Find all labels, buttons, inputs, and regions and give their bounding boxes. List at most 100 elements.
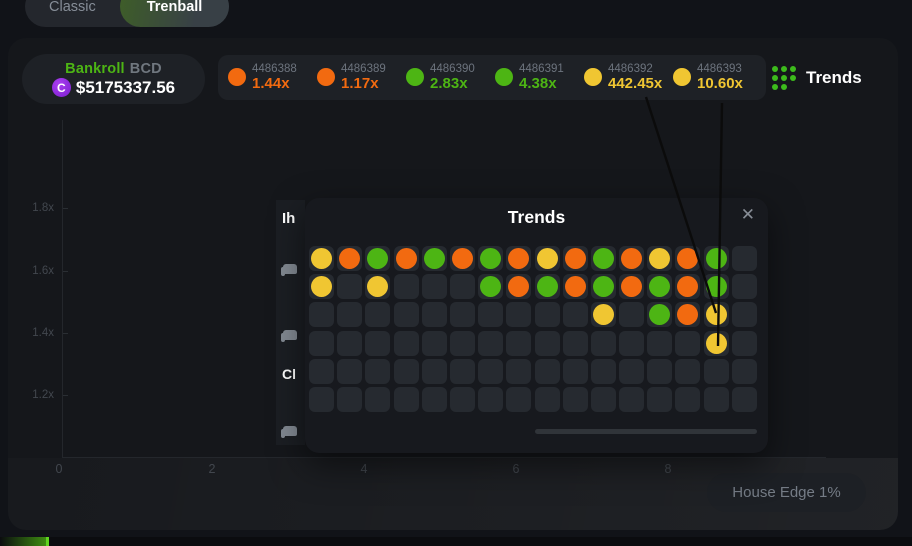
house-edge-button[interactable]: House Edge 1% bbox=[707, 473, 866, 512]
trend-cell bbox=[590, 274, 616, 300]
trend-cell bbox=[337, 386, 363, 412]
trend-cell bbox=[365, 358, 391, 384]
trend-dot-orange bbox=[508, 248, 530, 269]
trend-cell bbox=[562, 302, 588, 328]
trend-cell bbox=[506, 358, 532, 384]
trend-cell bbox=[365, 246, 391, 271]
trend-cell bbox=[506, 274, 532, 300]
trend-cell bbox=[647, 246, 673, 271]
trend-cell bbox=[309, 246, 334, 271]
trend-cell bbox=[647, 330, 673, 356]
trend-cell bbox=[731, 358, 757, 384]
trend-cell bbox=[590, 330, 616, 356]
trend-cell bbox=[731, 302, 757, 328]
trend-cell bbox=[731, 386, 757, 412]
result-item[interactable]: 4486392 442.45x bbox=[584, 63, 673, 93]
bankroll-label: Bankroll bbox=[65, 60, 125, 77]
result-game-id: 4486392 bbox=[608, 62, 653, 75]
trend-cell bbox=[675, 274, 701, 300]
result-item[interactable]: 4486388 1.44x bbox=[228, 63, 317, 93]
bankroll-header: Bankroll BCD bbox=[65, 61, 162, 77]
trends-modal-title: Trends bbox=[507, 207, 566, 227]
trend-dot-yellow bbox=[592, 304, 614, 326]
trend-dot-yellow bbox=[536, 248, 558, 269]
trend-cell bbox=[731, 246, 757, 271]
trend-dot-green bbox=[592, 276, 614, 298]
bankroll-amount-row: C $5175337.56 bbox=[51, 77, 176, 98]
round-progress-bar bbox=[0, 537, 912, 546]
trend-cell bbox=[590, 386, 616, 412]
result-multiplier: 1.44x bbox=[252, 74, 290, 92]
result-item[interactable]: 4486393 10.60x bbox=[673, 63, 762, 93]
trend-cell bbox=[534, 274, 560, 300]
trend-cell bbox=[534, 330, 560, 356]
trend-cell bbox=[590, 302, 616, 328]
trend-dot-yellow bbox=[705, 304, 727, 326]
trend-cell bbox=[506, 386, 532, 412]
y-axis-tick-mark bbox=[63, 208, 68, 209]
trend-cell bbox=[393, 386, 419, 412]
trends-modal: Trends ✕ bbox=[305, 198, 768, 453]
result-item[interactable]: 4486390 2.83x bbox=[406, 63, 495, 93]
tab-trenball-label: Trenball bbox=[146, 0, 203, 15]
trend-cell bbox=[393, 302, 419, 328]
bcd-coin-icon: C bbox=[51, 78, 71, 97]
result-game-id: 4486390 bbox=[430, 62, 475, 75]
trend-dot-green bbox=[592, 248, 614, 269]
y-axis-tick-mark bbox=[63, 271, 68, 272]
trend-cell bbox=[534, 246, 560, 271]
trend-cell bbox=[309, 386, 334, 412]
result-dot-icon bbox=[317, 68, 335, 87]
trend-cell bbox=[675, 246, 701, 271]
bet-icon bbox=[281, 426, 297, 438]
trends-button[interactable]: Trends bbox=[772, 60, 862, 96]
trend-cell bbox=[619, 302, 645, 328]
trend-cell bbox=[478, 246, 504, 271]
trend-cell bbox=[393, 330, 419, 356]
trend-cell bbox=[619, 246, 645, 271]
y-axis-tick-label: 1.6x bbox=[32, 265, 54, 277]
result-game-id: 4486391 bbox=[519, 62, 564, 75]
bankroll-amount: $5175337.56 bbox=[75, 77, 176, 97]
close-icon[interactable]: ✕ bbox=[740, 205, 755, 224]
trend-cell bbox=[562, 330, 588, 356]
result-texts: 4486388 1.44x bbox=[252, 63, 297, 93]
trend-cell bbox=[309, 302, 334, 328]
trend-cell bbox=[421, 246, 447, 271]
trends-grid bbox=[309, 246, 757, 412]
trend-cell bbox=[703, 274, 729, 300]
trend-dot-orange bbox=[621, 248, 643, 269]
trend-cell bbox=[534, 386, 560, 412]
trend-cell bbox=[506, 330, 532, 356]
trend-cell bbox=[365, 386, 391, 412]
trend-cell bbox=[675, 330, 701, 356]
trend-dot-orange bbox=[677, 248, 699, 269]
tab-trenball[interactable]: Trenball bbox=[119, 0, 230, 27]
result-item[interactable]: 4486391 4.38x bbox=[495, 63, 584, 93]
result-texts: 4486389 1.17x bbox=[341, 63, 386, 93]
trend-cell bbox=[562, 246, 588, 271]
result-item[interactable]: 4486389 1.17x bbox=[317, 63, 406, 93]
trend-dot-orange bbox=[451, 248, 473, 269]
trend-cell bbox=[421, 302, 447, 328]
trend-dot-orange bbox=[564, 276, 586, 298]
result-game-id: 4486393 bbox=[697, 62, 742, 75]
trends-grid-scrollbar[interactable] bbox=[535, 429, 757, 434]
bankroll-currency: BCD bbox=[129, 60, 162, 77]
result-multiplier: 4.38x bbox=[519, 74, 557, 92]
result-game-id: 4486388 bbox=[252, 62, 297, 75]
result-texts: 4486390 2.83x bbox=[430, 63, 475, 93]
trend-dot-green bbox=[367, 248, 389, 269]
tab-classic[interactable]: Classic bbox=[25, 0, 120, 27]
result-multiplier: 10.60x bbox=[697, 74, 743, 92]
trend-cell bbox=[337, 302, 363, 328]
trend-dot-green bbox=[536, 276, 558, 298]
bankroll-pill[interactable]: Bankroll BCD C $5175337.56 bbox=[22, 54, 205, 104]
result-game-id: 4486389 bbox=[341, 62, 386, 75]
trend-cell bbox=[365, 330, 391, 356]
round-progress-fill bbox=[0, 537, 46, 546]
trend-cell bbox=[506, 246, 532, 271]
trend-cell bbox=[590, 246, 616, 271]
trend-cell bbox=[619, 330, 645, 356]
result-multiplier: 1.17x bbox=[341, 74, 379, 92]
